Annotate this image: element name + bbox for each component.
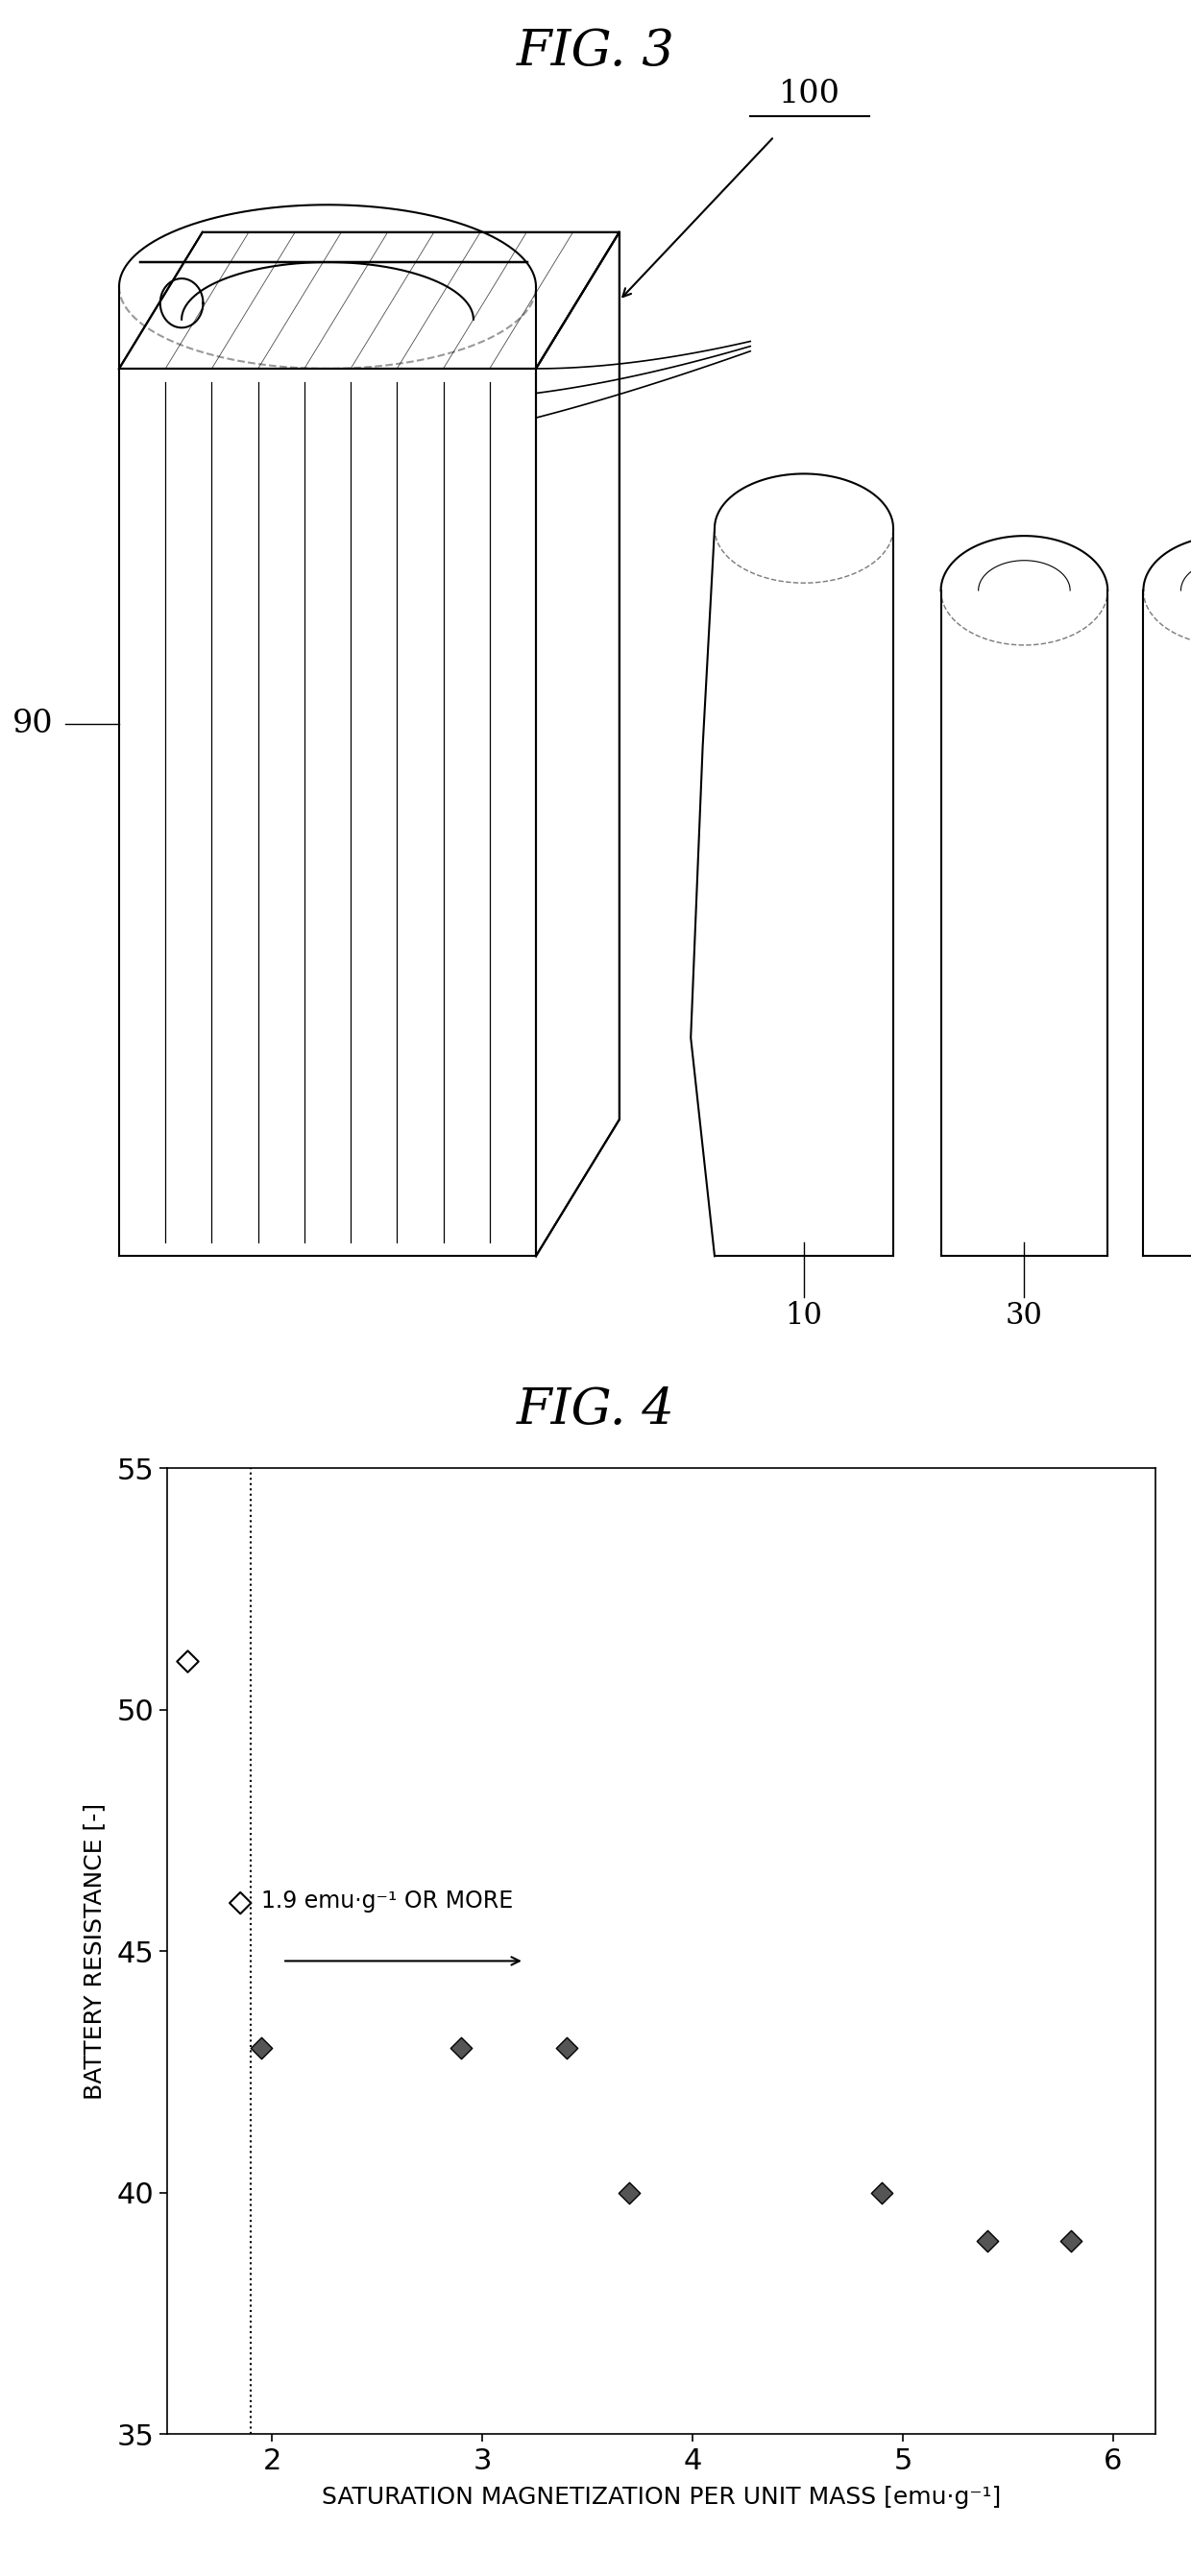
Point (179, 1641, 198, 1682)
X-axis label: SATURATION MAGNETIZATION PER UNIT MASS [emu·g⁻¹]: SATURATION MAGNETIZATION PER UNIT MASS [… (322, 2486, 1000, 2509)
Text: FIG. 4: FIG. 4 (517, 1386, 674, 1435)
Point (251, 2027, 270, 2069)
Point (231, 1883, 250, 1924)
Point (621, 2172, 640, 2213)
Text: 10: 10 (785, 1301, 823, 1332)
Text: 1.9 emu·g⁻¹ OR MORE: 1.9 emu·g⁻¹ OR MORE (261, 1891, 513, 1911)
Text: 30: 30 (1005, 1301, 1043, 1332)
Text: 100: 100 (779, 77, 841, 108)
Text: 90: 90 (13, 708, 54, 739)
Y-axis label: BATTERY RESISTANCE [-]: BATTERY RESISTANCE [-] (83, 1803, 106, 2099)
Point (978, 2221, 997, 2262)
Point (557, 2027, 576, 2069)
Text: FIG. 3: FIG. 3 (517, 28, 674, 77)
Point (1061, 2221, 1080, 2262)
Point (451, 2027, 470, 2069)
Point (872, 2172, 891, 2213)
